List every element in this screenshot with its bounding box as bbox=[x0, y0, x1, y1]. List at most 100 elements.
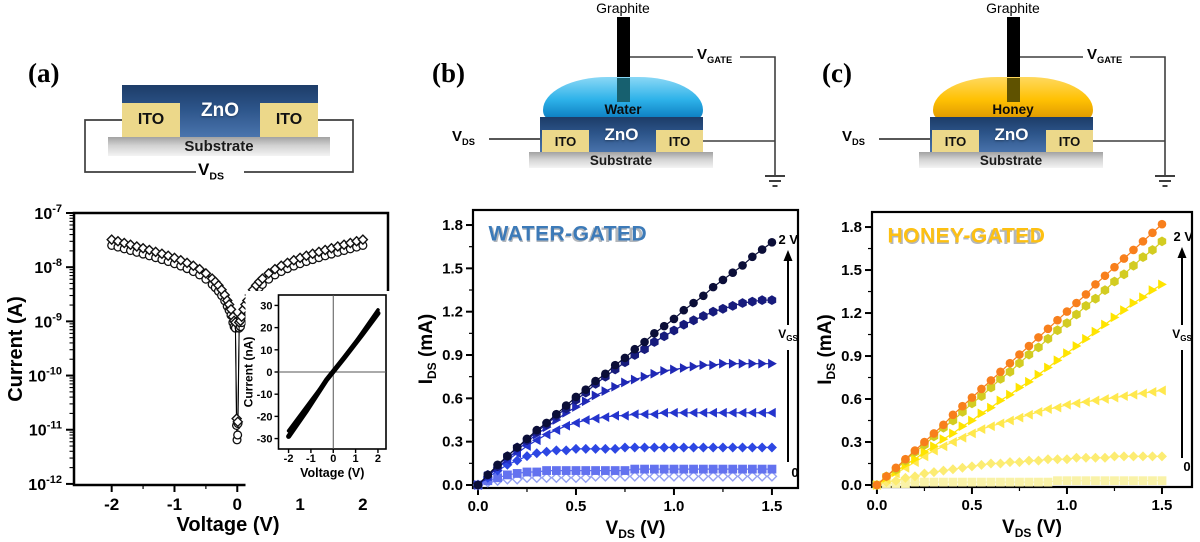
svg-text:Current (A): Current (A) bbox=[5, 296, 27, 402]
svg-text:Voltage (V): Voltage (V) bbox=[177, 514, 280, 536]
svg-text:0: 0 bbox=[1183, 459, 1190, 474]
svg-text:WATER-GATED: WATER-GATED bbox=[489, 223, 648, 246]
svg-text:0.6: 0.6 bbox=[841, 391, 862, 408]
ground-icon bbox=[1155, 175, 1175, 187]
ito-label: ITO bbox=[554, 133, 577, 149]
svg-text:0.6: 0.6 bbox=[442, 390, 463, 407]
honey-label: Honey bbox=[992, 102, 1034, 117]
svg-text:1.8: 1.8 bbox=[442, 217, 463, 234]
substrate-c: Substrate bbox=[919, 152, 1103, 168]
ito-electrode-right-a: ITO bbox=[260, 103, 318, 137]
svg-text:VGS: VGS bbox=[778, 327, 798, 343]
svg-text:0: 0 bbox=[233, 495, 242, 514]
water-label: Water bbox=[604, 102, 642, 117]
svg-text:0: 0 bbox=[266, 367, 272, 379]
svg-text:0.9: 0.9 bbox=[841, 348, 862, 365]
ito-electrode-right-c: ITO bbox=[1046, 130, 1093, 152]
vds-label-b: VDS bbox=[452, 128, 475, 147]
svg-text:0.5: 0.5 bbox=[566, 498, 587, 515]
substrate-label: Substrate bbox=[184, 138, 254, 155]
ito-label: ITO bbox=[944, 133, 967, 149]
panel-b-label: (b) bbox=[432, 58, 465, 88]
svg-text:-2: -2 bbox=[284, 453, 294, 465]
svg-text:1.5: 1.5 bbox=[442, 260, 463, 277]
vgate-label-b: VGATE bbox=[697, 46, 733, 65]
substrate-label: Substrate bbox=[589, 152, 653, 168]
ito-label: ITO bbox=[137, 111, 165, 128]
svg-text:VDS (V): VDS (V) bbox=[606, 518, 666, 541]
svg-text:0.0: 0.0 bbox=[841, 477, 862, 494]
svg-text:2 V: 2 V bbox=[778, 232, 798, 247]
zno-label: ZnO bbox=[604, 125, 639, 144]
svg-text:1.2: 1.2 bbox=[442, 304, 463, 321]
water-gated-output-chart: 0.0 0.5 1.0 1.5 0.0 0.3 0.6 0.9 1.2 1.5 1.8 VDS (V)… bbox=[416, 208, 800, 541]
svg-text:10-11: 10-11 bbox=[29, 420, 62, 440]
svg-text:1.5: 1.5 bbox=[1152, 497, 1173, 514]
graphite-label-c: Graphite bbox=[986, 0, 1040, 16]
svg-text:-20: -20 bbox=[257, 411, 273, 423]
svg-text:1.5: 1.5 bbox=[762, 498, 783, 515]
graphite-label-b: Graphite bbox=[596, 0, 650, 16]
svg-text:HONEY-GATED: HONEY-GATED bbox=[889, 226, 1041, 249]
svg-text:1.0: 1.0 bbox=[1057, 497, 1078, 514]
svg-text:0: 0 bbox=[330, 453, 336, 465]
svg-text:VDS (V): VDS (V) bbox=[1002, 517, 1062, 540]
graphite-rod-submerged-b bbox=[617, 78, 630, 102]
svg-text:2: 2 bbox=[358, 495, 367, 514]
graphite-rod-c bbox=[1007, 17, 1020, 78]
svg-text:0.9: 0.9 bbox=[442, 347, 463, 364]
svg-text:VGS: VGS bbox=[1172, 327, 1192, 343]
svg-text:30: 30 bbox=[260, 300, 272, 312]
device-iv-chart: -2 -1 0 1 210-710-810-910-1010-1110-12Voltag… bbox=[5, 203, 390, 536]
svg-text:1: 1 bbox=[353, 453, 359, 465]
svg-text:10-7: 10-7 bbox=[34, 203, 62, 223]
svg-text:-10: -10 bbox=[257, 389, 273, 401]
svg-text:1: 1 bbox=[295, 495, 304, 514]
panel-a-label: (a) bbox=[28, 58, 60, 88]
svg-text:0.0: 0.0 bbox=[442, 477, 463, 494]
vds-label-c: VDS bbox=[842, 128, 865, 147]
svg-text:10-10: 10-10 bbox=[28, 366, 62, 386]
honey-gated-output-chart: 0.0 0.5 1.0 1.5 0.0 0.3 0.6 0.9 1.2 1.5 1.8 VDS (V)… bbox=[815, 210, 1193, 540]
graphite-rod-b bbox=[617, 17, 630, 78]
svg-text:1.5: 1.5 bbox=[841, 262, 862, 279]
svg-text:10-8: 10-8 bbox=[34, 257, 62, 277]
svg-text:2: 2 bbox=[375, 453, 381, 465]
ito-label: ITO bbox=[1058, 133, 1081, 149]
ito-electrode-left-a: ITO bbox=[122, 103, 180, 137]
svg-text:-30: -30 bbox=[257, 434, 273, 446]
svg-text:IDS (mA): IDS (mA) bbox=[416, 314, 439, 385]
svg-text:1.2: 1.2 bbox=[841, 305, 862, 322]
svg-text:0.0: 0.0 bbox=[867, 497, 888, 514]
svg-text:0.5: 0.5 bbox=[962, 497, 983, 514]
panel-c-label: (c) bbox=[822, 58, 852, 88]
svg-text:0.3: 0.3 bbox=[442, 434, 463, 451]
svg-text:Voltage (V): Voltage (V) bbox=[300, 466, 364, 480]
zno-label: ZnO bbox=[994, 125, 1029, 144]
ito-label: ITO bbox=[275, 111, 303, 128]
svg-text:10-9: 10-9 bbox=[34, 311, 62, 331]
vgate-label-c: VGATE bbox=[1087, 46, 1123, 65]
substrate-a: Substrate bbox=[108, 137, 330, 156]
svg-text:10-12: 10-12 bbox=[28, 474, 62, 494]
svg-text:-1: -1 bbox=[306, 453, 316, 465]
ito-electrode-left-c: ITO bbox=[932, 130, 979, 152]
svg-text:2 V: 2 V bbox=[1173, 229, 1193, 244]
svg-text:0.0: 0.0 bbox=[468, 498, 489, 515]
ground-icon bbox=[765, 175, 785, 187]
svg-text:1.0: 1.0 bbox=[664, 498, 685, 515]
graphite-rod-submerged-c bbox=[1007, 78, 1020, 102]
svg-text:WATER-GATED: WATER-GATED bbox=[490, 224, 643, 247]
substrate-b: Substrate bbox=[529, 152, 713, 168]
svg-text:-1: -1 bbox=[167, 495, 182, 514]
ito-label: ITO bbox=[668, 133, 691, 149]
svg-text:IDS (mA): IDS (mA) bbox=[815, 314, 838, 385]
ito-electrode-left-b: ITO bbox=[542, 130, 589, 152]
vds-label-a: VDS bbox=[198, 160, 224, 183]
svg-text:HONEY-GATED: HONEY-GATED bbox=[888, 225, 1046, 248]
svg-text:Current (nA): Current (nA) bbox=[242, 337, 256, 408]
substrate-label: Substrate bbox=[979, 152, 1043, 168]
svg-text:10: 10 bbox=[260, 345, 272, 357]
svg-text:20: 20 bbox=[260, 323, 272, 335]
